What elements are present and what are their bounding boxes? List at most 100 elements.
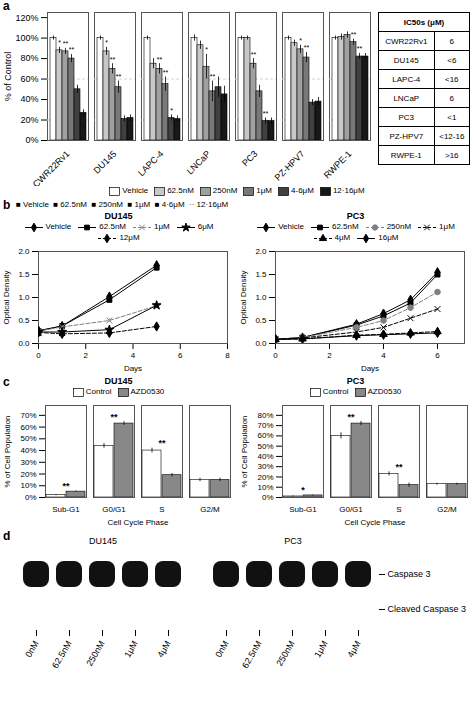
- svg-text:8: 8: [225, 351, 230, 360]
- svg-text:70%: 70%: [20, 411, 36, 420]
- svg-text:50%: 50%: [257, 442, 273, 451]
- svg-text:60%: 60%: [257, 431, 273, 440]
- svg-text:40%: 40%: [20, 94, 38, 104]
- svg-text:62.5nM: 62.5nM: [50, 639, 74, 670]
- svg-text:10%: 10%: [20, 481, 36, 490]
- svg-text:Sub-G1: Sub-G1: [52, 505, 80, 514]
- svg-text:4μM: 4μM: [155, 639, 173, 659]
- svg-text:0.0: 0.0: [255, 339, 267, 348]
- svg-text:80%: 80%: [257, 411, 273, 420]
- svg-text:LAPC-4: LAPC-4: [136, 149, 165, 178]
- svg-text:*: *: [205, 46, 208, 53]
- svg-text:RWPE-1: RWPE-1: [322, 149, 354, 181]
- svg-text:4: 4: [131, 351, 136, 360]
- svg-text:**: **: [163, 69, 169, 76]
- svg-text:2.0: 2.0: [255, 247, 267, 256]
- svg-text:G0/G1: G0/G1: [102, 505, 126, 514]
- svg-text:S: S: [396, 505, 401, 514]
- svg-text:250nM: 250nM: [84, 639, 106, 668]
- svg-text:0.0: 0.0: [18, 339, 30, 348]
- svg-text:**: **: [157, 56, 163, 63]
- svg-text:0.5: 0.5: [18, 316, 30, 325]
- svg-text:40%: 40%: [257, 452, 273, 461]
- svg-text:1μM: 1μM: [122, 639, 140, 659]
- svg-text:Cell Cycle Phase: Cell Cycle Phase: [345, 518, 406, 527]
- svg-text:2.0: 2.0: [18, 247, 30, 256]
- svg-text:0: 0: [36, 351, 41, 360]
- svg-text:Cleaved Caspase 3: Cleaved Caspase 3: [388, 604, 467, 614]
- svg-text:10%: 10%: [257, 483, 273, 492]
- svg-text:**: **: [347, 412, 355, 422]
- svg-text:DU145: DU145: [89, 536, 117, 546]
- svg-text:2: 2: [84, 351, 89, 360]
- svg-text:**: **: [63, 40, 69, 47]
- svg-text:6: 6: [178, 351, 183, 360]
- svg-text:20%: 20%: [257, 473, 273, 482]
- svg-text:PZ-HPV7: PZ-HPV7: [272, 149, 306, 183]
- svg-text:**: **: [158, 438, 166, 448]
- svg-text:PC3: PC3: [284, 536, 302, 546]
- svg-text:20%: 20%: [20, 470, 36, 479]
- svg-text:60%: 60%: [20, 74, 38, 84]
- svg-text:1.5: 1.5: [255, 270, 267, 279]
- svg-text:**: **: [357, 45, 363, 52]
- svg-text:0.5: 0.5: [255, 316, 267, 325]
- svg-text:40%: 40%: [20, 446, 36, 455]
- svg-text:PC3: PC3: [240, 149, 259, 168]
- svg-text:0%: 0%: [262, 493, 274, 502]
- svg-text:*: *: [299, 37, 302, 44]
- svg-text:6: 6: [435, 351, 440, 360]
- svg-text:0nM: 0nM: [213, 639, 230, 659]
- svg-text:250nM: 250nM: [274, 639, 296, 668]
- svg-text:Sub-G1: Sub-G1: [289, 505, 317, 514]
- svg-text:*: *: [170, 107, 173, 114]
- svg-text:0nM: 0nM: [23, 639, 40, 659]
- svg-text:**: **: [263, 110, 269, 117]
- svg-text:Caspase 3: Caspase 3: [388, 569, 431, 579]
- svg-text:**: **: [110, 56, 116, 63]
- svg-text:1.0: 1.0: [255, 293, 267, 302]
- svg-text:DU145: DU145: [92, 149, 119, 176]
- svg-text:Days: Days: [361, 364, 379, 373]
- svg-text:1.5: 1.5: [18, 270, 30, 279]
- svg-text:120%: 120%: [15, 13, 38, 23]
- svg-text:4: 4: [381, 351, 386, 360]
- svg-text:S: S: [159, 505, 164, 514]
- svg-text:20%: 20%: [20, 115, 38, 125]
- svg-text:2: 2: [327, 351, 332, 360]
- svg-text:100%: 100%: [15, 33, 38, 43]
- svg-text:30%: 30%: [20, 458, 36, 467]
- svg-text:*: *: [301, 485, 305, 495]
- svg-text:70%: 70%: [257, 421, 273, 430]
- svg-text:1μM: 1μM: [312, 639, 330, 659]
- svg-text:**: **: [395, 462, 403, 472]
- svg-text:Days: Days: [124, 364, 142, 373]
- svg-text:% of Cell Population: % of Cell Population: [240, 415, 249, 487]
- svg-text:**: **: [62, 481, 70, 491]
- svg-text:G2/M: G2/M: [200, 505, 220, 514]
- svg-text:0%: 0%: [25, 493, 37, 502]
- svg-text:**: **: [251, 51, 257, 58]
- svg-text:G2/M: G2/M: [437, 505, 457, 514]
- svg-text:80%: 80%: [20, 53, 38, 63]
- svg-text:Optical Density: Optical Density: [239, 271, 248, 325]
- svg-text:0%: 0%: [25, 135, 38, 145]
- svg-text:*: *: [105, 39, 108, 46]
- svg-text:**: **: [69, 46, 75, 53]
- svg-text:1.0: 1.0: [18, 293, 30, 302]
- svg-text:% of Cell Population: % of Cell Population: [3, 415, 12, 487]
- svg-text:% of Control: % of Control: [3, 52, 13, 102]
- svg-text:*: *: [58, 39, 61, 46]
- svg-text:62.5nM: 62.5nM: [240, 639, 264, 670]
- svg-text:0: 0: [273, 351, 278, 360]
- svg-text:**: **: [116, 73, 122, 80]
- svg-text:CWR22Rv1: CWR22Rv1: [31, 149, 72, 186]
- svg-text:**: **: [110, 412, 118, 422]
- svg-text:4μM: 4μM: [345, 639, 363, 659]
- svg-text:Cell Cycle Phase: Cell Cycle Phase: [108, 518, 169, 527]
- svg-text:G0/G1: G0/G1: [339, 505, 363, 514]
- svg-text:LNCaP: LNCaP: [185, 149, 213, 177]
- svg-text:60%: 60%: [20, 423, 36, 432]
- svg-text:30%: 30%: [257, 462, 273, 471]
- svg-text:Optical Density: Optical Density: [2, 271, 11, 325]
